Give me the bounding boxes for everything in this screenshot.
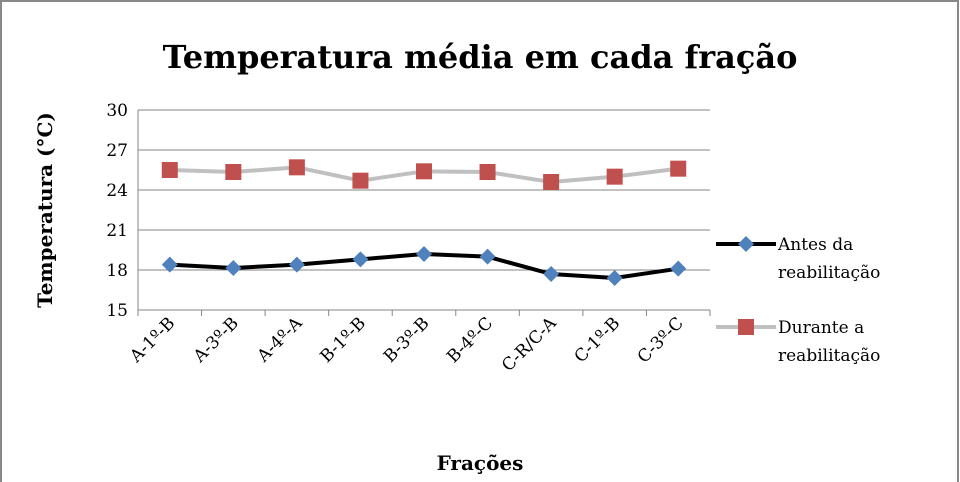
legend-label: Antes da reabilitação bbox=[777, 235, 880, 283]
data-point bbox=[479, 164, 496, 180]
x-axis-label: Frações bbox=[437, 451, 524, 475]
y-tick-label: 30 bbox=[106, 101, 128, 121]
legend-label-line: Durante a bbox=[778, 318, 864, 338]
series: Durante a reabilitação bbox=[161, 159, 880, 366]
y-tick-label: 21 bbox=[106, 221, 128, 241]
data-point bbox=[606, 270, 623, 286]
data-point bbox=[670, 160, 687, 177]
data-point bbox=[352, 172, 369, 189]
data-point bbox=[161, 256, 178, 273]
y-axis-label: Temperatura (°C) bbox=[33, 112, 57, 308]
data-point bbox=[352, 251, 369, 268]
data-point bbox=[161, 162, 178, 178]
y-tick-label: 27 bbox=[106, 141, 128, 161]
data-point bbox=[606, 168, 623, 185]
data-point bbox=[416, 246, 432, 262]
data-point bbox=[225, 260, 242, 276]
data-point bbox=[225, 164, 242, 180]
legend-label-line: reabilitação bbox=[778, 346, 880, 366]
series: Antes da reabilitação bbox=[161, 235, 880, 286]
legend-label-line: reabilitação bbox=[778, 263, 880, 283]
legend-marker bbox=[738, 319, 754, 335]
data-point bbox=[416, 163, 432, 180]
data-point bbox=[670, 260, 687, 277]
data-point bbox=[543, 174, 560, 190]
data-point bbox=[479, 248, 496, 265]
y-tick-label: 15 bbox=[106, 301, 128, 321]
y-tick-label: 18 bbox=[106, 261, 128, 281]
legend-label: Durante a reabilitação bbox=[778, 318, 880, 366]
data-point bbox=[288, 159, 305, 176]
legend-label-line: Antes da bbox=[777, 235, 853, 255]
data-point bbox=[543, 266, 560, 282]
chart-title: Temperatura média em cada fração bbox=[163, 38, 798, 76]
legend-marker bbox=[738, 236, 754, 252]
data-point bbox=[288, 256, 305, 273]
y-tick-label: 24 bbox=[106, 181, 128, 201]
